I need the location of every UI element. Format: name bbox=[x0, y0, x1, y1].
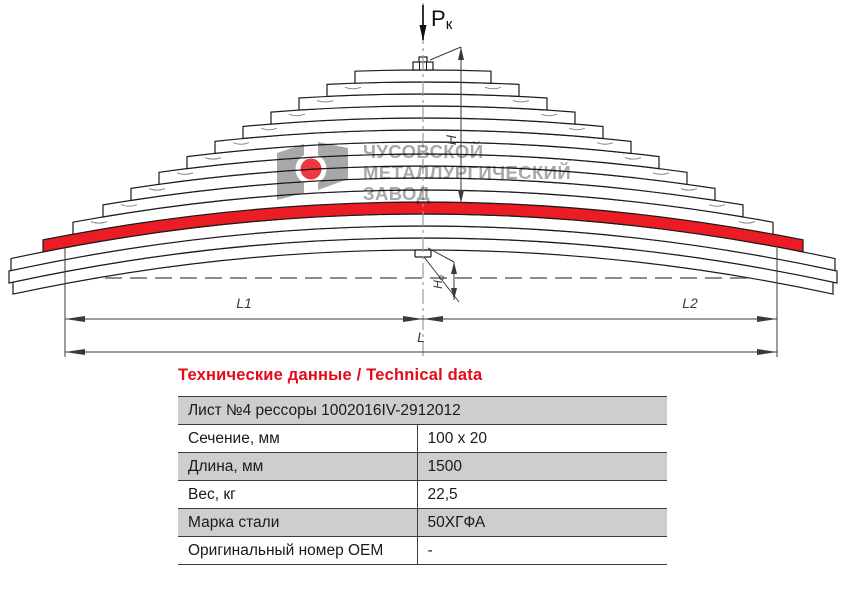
row-value: - bbox=[416, 536, 667, 565]
svg-text:L: L bbox=[417, 329, 425, 345]
table-row: Сечение, мм 100 x 20 bbox=[178, 424, 667, 453]
svg-text:Hо: Hо bbox=[431, 275, 446, 289]
table-row: Марка стали 50ХГФА bbox=[178, 508, 667, 537]
technical-data-title: Технические данные / Technical data bbox=[178, 366, 483, 384]
row-label: Марка стали bbox=[178, 508, 417, 537]
row-label: Сечение, мм bbox=[178, 424, 417, 453]
part-number-row: Лист №4 рессоры 1002016IV-2912012 bbox=[178, 396, 667, 425]
row-label: Длина, мм bbox=[178, 452, 417, 481]
svg-text:H: H bbox=[443, 134, 459, 145]
table-row: Вес, кг 22,5 bbox=[178, 480, 667, 509]
svg-text:Pк: Pк bbox=[431, 6, 453, 33]
technical-data-table: Лист №4 рессоры 1002016IV-2912012 Сечение… bbox=[178, 396, 667, 565]
row-value: 1500 bbox=[416, 452, 667, 481]
svg-text:ЗАВОД: ЗАВОД bbox=[363, 183, 430, 204]
part-number: Лист №4 рессоры 1002016IV-2912012 bbox=[178, 396, 667, 425]
table-row: Длина, мм 1500 bbox=[178, 452, 667, 481]
row-value: 22,5 bbox=[416, 480, 667, 509]
svg-text:ЧУСОВСКОЙ: ЧУСОВСКОЙ bbox=[363, 141, 483, 162]
row-label: Вес, кг bbox=[178, 480, 417, 509]
row-value: 50ХГФА bbox=[416, 508, 667, 537]
svg-text:L2: L2 bbox=[682, 295, 698, 311]
row-value: 100 x 20 bbox=[416, 424, 667, 453]
svg-text:L1: L1 bbox=[236, 295, 252, 311]
svg-text:МЕТАЛЛУРГИЧЕСКИЙ: МЕТАЛЛУРГИЧЕСКИЙ bbox=[363, 162, 571, 183]
technical-data-section: Технические данные / Technical data Лист… bbox=[178, 366, 667, 565]
table-row: Оригинальный номер OEM - bbox=[178, 536, 667, 565]
row-label: Оригинальный номер OEM bbox=[178, 536, 417, 565]
